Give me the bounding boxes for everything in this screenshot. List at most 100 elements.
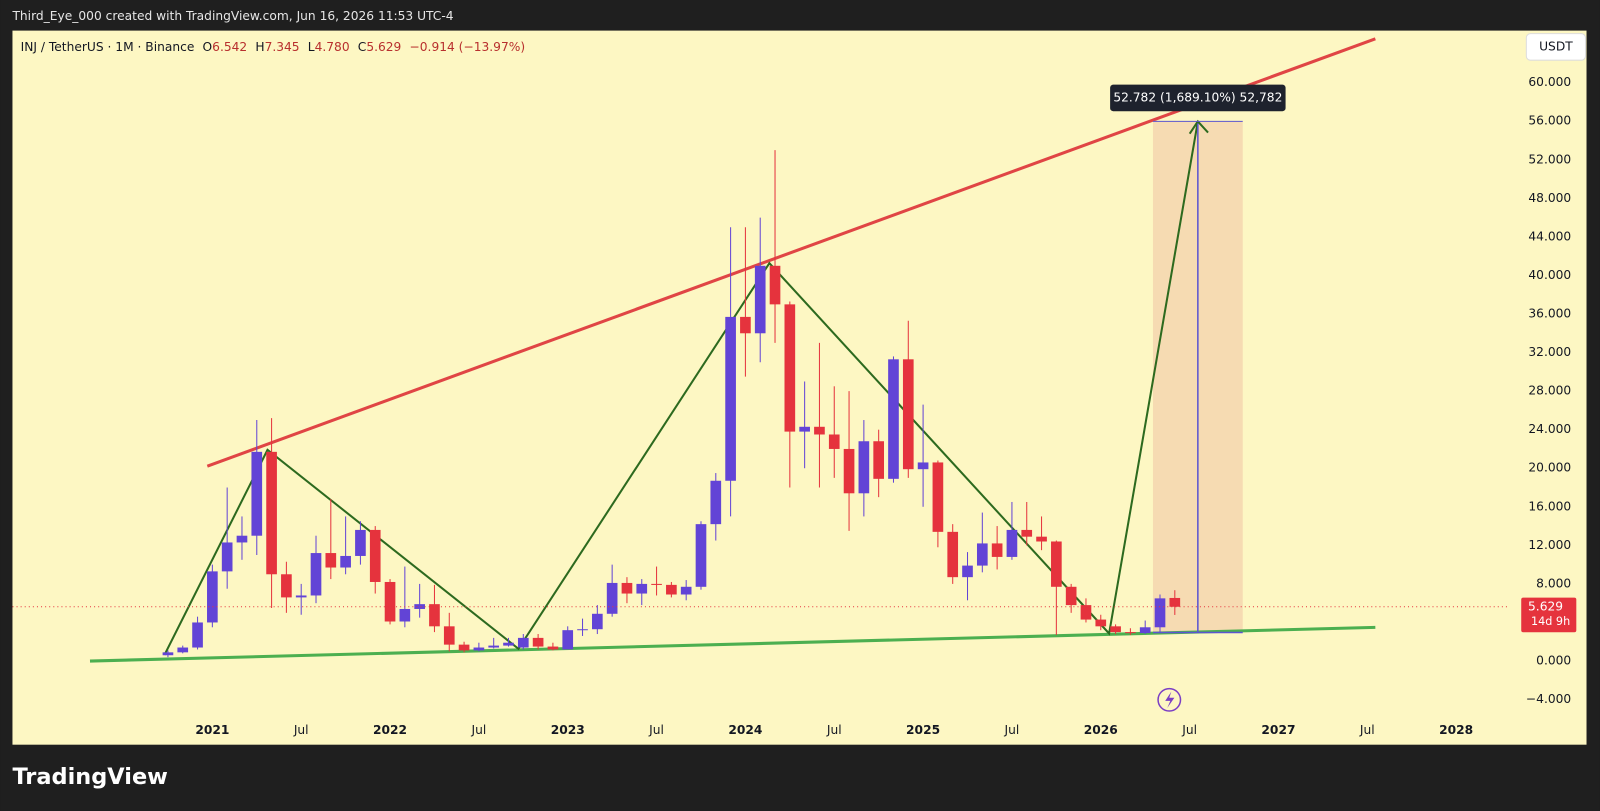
y-tick-label: 56.000: [1528, 114, 1571, 128]
candle-body: [414, 604, 425, 609]
candle-body: [251, 451, 263, 536]
events-icon[interactable]: [1157, 687, 1182, 712]
x-tick-label: 2023: [551, 723, 585, 737]
candle-body: [991, 543, 1003, 557]
y-tick-label: 48.000: [1528, 191, 1571, 205]
x-tick-label: 2027: [1261, 723, 1295, 737]
candle-body: [1154, 598, 1166, 628]
ohlc-value: 7.345: [265, 39, 300, 53]
candle-body: [1080, 605, 1092, 620]
candle-body: [695, 524, 707, 587]
candle-body: [947, 531, 959, 578]
candle-body: [162, 652, 174, 656]
symbol: INJ / TetherUS · 1M · Binance: [21, 39, 195, 53]
candle-body: [606, 582, 618, 614]
candle-body: [902, 359, 914, 470]
y-tick-label: 40.000: [1528, 268, 1571, 282]
candle-body: [577, 629, 588, 631]
last-price-tag: [1521, 597, 1577, 633]
y-tick-label: 0.000: [1536, 654, 1571, 668]
candle-body: [710, 480, 722, 525]
candle-body: [666, 584, 677, 595]
measure-label-box: [1110, 84, 1286, 112]
candle-body: [828, 434, 840, 449]
x-tick-label: 2026: [1084, 723, 1118, 737]
y-tick-label: 28.000: [1528, 384, 1571, 398]
candle-body: [236, 535, 248, 543]
candle-body: [503, 642, 514, 646]
candle-body: [562, 630, 574, 650]
legend: INJ / TetherUS · 1M · Binance O6.542 H7.34…: [21, 39, 526, 53]
candle-body: [295, 595, 307, 598]
candles: [162, 150, 1181, 658]
candle-body: [680, 586, 692, 595]
candle-body: [443, 626, 455, 645]
candle-body: [651, 583, 662, 585]
x-tick-label: 2028: [1439, 723, 1473, 737]
ohlc-value: 5.629: [366, 39, 401, 53]
candle-body: [340, 555, 351, 568]
y-tick-label: 16.000: [1528, 499, 1571, 513]
ohlc-key: C: [358, 39, 367, 53]
ohlc-key: H: [255, 39, 264, 53]
candle-body: [754, 265, 766, 334]
candle-body: [310, 553, 322, 596]
zigzag: [163, 121, 1199, 656]
candle-body: [621, 582, 633, 594]
brand: TradingView: [12, 764, 167, 790]
candle-body: [888, 359, 899, 479]
candle-body: [1139, 627, 1151, 634]
currency-button[interactable]: [1525, 33, 1587, 61]
last-price-label: 5.629: [1528, 599, 1563, 613]
candle-body: [1065, 586, 1077, 606]
candle-body: [843, 448, 855, 494]
x-tick-label: Jul: [826, 723, 842, 737]
candle-body: [473, 647, 485, 651]
candle-body: [1006, 529, 1018, 557]
candle-body: [873, 441, 885, 479]
candle-body: [769, 265, 781, 305]
candle-body: [192, 622, 203, 648]
candle-body: [725, 316, 736, 481]
y-tick-label: 24.000: [1528, 422, 1571, 436]
candle-body: [1051, 541, 1062, 587]
x-tick-label: 2025: [906, 723, 940, 737]
plot-background: [12, 30, 1587, 745]
candle-body: [814, 426, 825, 435]
x-tick-label: Jul: [1004, 723, 1020, 737]
candle-body: [740, 316, 751, 334]
currency-label[interactable]: USDT: [1539, 39, 1573, 53]
candle-body: [976, 543, 988, 566]
measure-label: 52.782 (1,689.10%) 52,782: [1113, 90, 1282, 104]
candle-body: [784, 304, 796, 432]
candle-body: [592, 613, 603, 630]
y-tick-label: 44.000: [1528, 229, 1571, 243]
candle-body: [962, 565, 973, 578]
y-tick-label: 12.000: [1528, 538, 1571, 552]
candle-body: [177, 647, 189, 653]
candle-body: [429, 604, 440, 627]
x-tick-label: 2024: [728, 723, 762, 737]
x-tick-label: Jul: [470, 723, 486, 737]
y-tick-label: 52.000: [1528, 152, 1571, 166]
candle-body: [325, 553, 337, 568]
candle-body: [281, 574, 292, 598]
candle-body: [221, 542, 233, 572]
candle-body: [207, 571, 218, 623]
x-tick-label: Jul: [1359, 723, 1375, 737]
candle-body: [1021, 529, 1033, 537]
candle-body: [1125, 632, 1136, 634]
candle-body: [858, 441, 870, 494]
change: −0.914 (−13.97%): [410, 39, 526, 53]
bar-timer: 14d 9h: [1531, 615, 1570, 628]
candle-body: [1110, 626, 1121, 633]
ohlc-key: L: [308, 39, 315, 53]
candle-body: [532, 637, 544, 647]
x-tick-label: 2021: [195, 723, 229, 737]
candle-body: [636, 583, 648, 594]
candle-body: [266, 451, 277, 575]
candle-body: [517, 637, 529, 648]
candle-body: [399, 608, 411, 622]
y-tick-label: 32.000: [1528, 345, 1571, 359]
